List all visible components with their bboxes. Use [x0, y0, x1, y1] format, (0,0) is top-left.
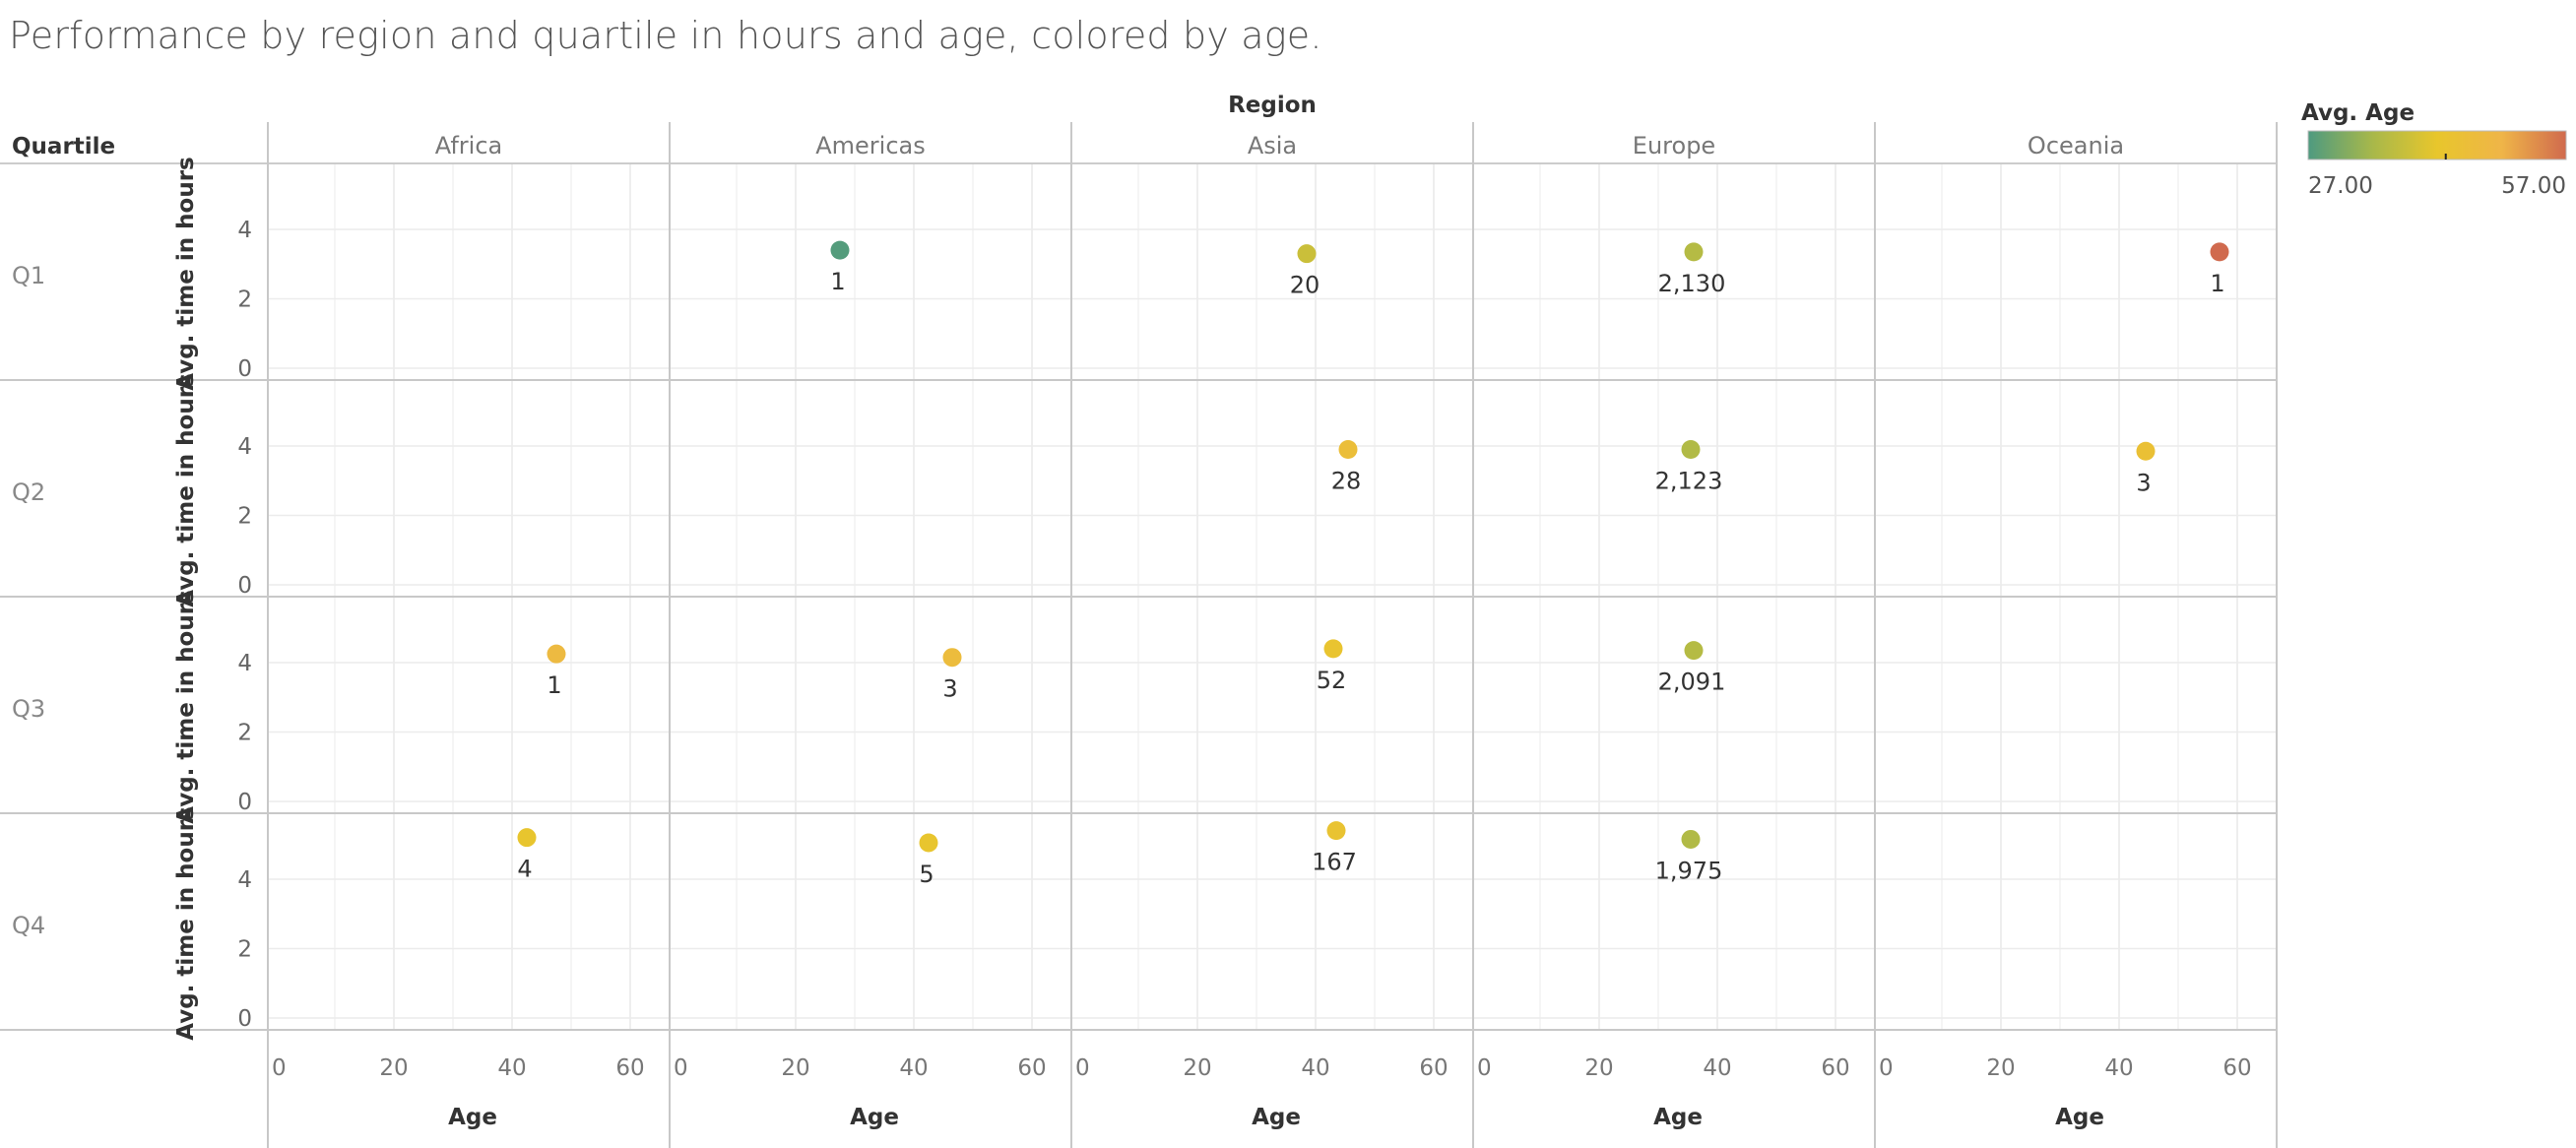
data-point-q1-americas — [830, 240, 850, 260]
y-tick-label: 4 — [237, 218, 252, 243]
data-point-q3-europe — [1684, 641, 1704, 661]
legend-min-label: 27.00 — [2308, 173, 2373, 199]
x-tick-label: 0 — [272, 1055, 287, 1081]
x-tick-label: 60 — [2222, 1055, 2251, 1081]
column-header-asia: Asia — [1248, 132, 1297, 159]
x-tick-label: 0 — [674, 1055, 688, 1081]
data-label-q2-europe: 2,123 — [1655, 468, 1723, 495]
data-point-q3-americas — [942, 648, 962, 668]
chart-title: Performance by region and quartile in ho… — [9, 14, 1322, 57]
data-point-q1-oceania — [2210, 242, 2229, 262]
data-label-q4-americas: 5 — [919, 861, 934, 888]
legend-max-label: 57.00 — [2501, 173, 2566, 199]
x-axis-title: Age — [2055, 1105, 2104, 1130]
data-point-q2-oceania — [2136, 441, 2156, 461]
x-tick-label: 20 — [1183, 1055, 1211, 1081]
x-tick-label: 20 — [379, 1055, 408, 1081]
data-label-q4-africa: 4 — [517, 856, 532, 883]
x-tick-label: 40 — [1703, 1055, 1731, 1081]
x-tick-label: 20 — [781, 1055, 809, 1081]
data-point-q4-asia — [1326, 821, 1346, 841]
data-point-q2-europe — [1681, 440, 1701, 460]
data-label-q3-africa: 1 — [547, 671, 561, 699]
column-header-title: Region — [1228, 93, 1317, 118]
data-point-q2-asia — [1338, 440, 1358, 460]
column-header-europe: Europe — [1633, 132, 1715, 159]
x-tick-label: 60 — [615, 1055, 644, 1081]
data-label-q1-asia: 20 — [1290, 272, 1320, 299]
row-label-q3: Q3 — [12, 695, 45, 723]
y-tick-label: 0 — [237, 356, 252, 382]
data-label-q1-americas: 1 — [830, 268, 845, 295]
column-header-oceania: Oceania — [2028, 132, 2124, 159]
column-header-africa: Africa — [435, 132, 502, 159]
y-tick-label: 2 — [237, 503, 252, 529]
data-label-q2-oceania: 3 — [2136, 469, 2151, 496]
y-tick-label: 0 — [237, 1006, 252, 1032]
y-tick-label: 2 — [237, 936, 252, 962]
x-tick-label: 0 — [1477, 1055, 1492, 1081]
row-label-q1: Q1 — [12, 262, 45, 289]
y-axis-title: Avg. time in hours — [173, 157, 199, 390]
data-point-q4-americas — [919, 833, 938, 853]
y-axis-title: Avg. time in hours — [173, 590, 199, 823]
data-label-q3-americas: 3 — [942, 675, 957, 703]
row-label-q4: Q4 — [12, 912, 45, 939]
y-tick-label: 0 — [237, 573, 252, 599]
data-point-q1-asia — [1297, 244, 1317, 264]
data-label-q1-europe: 2,130 — [1658, 270, 1726, 297]
data-point-q4-europe — [1681, 829, 1701, 849]
y-axis-title: Avg. time in hours — [173, 373, 199, 606]
legend-title: Avg. Age — [2301, 100, 2415, 126]
x-tick-label: 60 — [1419, 1055, 1448, 1081]
y-tick-label: 4 — [237, 434, 252, 460]
data-label-q4-asia: 167 — [1312, 849, 1357, 876]
y-tick-label: 4 — [237, 651, 252, 676]
data-point-q4-africa — [517, 828, 537, 848]
data-label-q3-europe: 2,091 — [1658, 669, 1726, 696]
x-tick-label: 60 — [1017, 1055, 1046, 1081]
data-point-q3-africa — [547, 644, 566, 664]
data-label-q4-europe: 1,975 — [1655, 857, 1723, 884]
y-tick-label: 2 — [237, 720, 252, 745]
x-axis-title: Age — [448, 1105, 497, 1130]
data-point-q3-asia — [1323, 639, 1343, 659]
y-tick-label: 2 — [237, 287, 252, 312]
data-label-q1-oceania: 1 — [2210, 270, 2224, 297]
x-tick-label: 20 — [1584, 1055, 1613, 1081]
x-tick-label: 40 — [899, 1055, 928, 1081]
data-point-q1-europe — [1684, 242, 1704, 262]
x-axis-title: Age — [1252, 1105, 1301, 1130]
x-axis-title: Age — [1653, 1105, 1703, 1130]
x-tick-label: 60 — [1821, 1055, 1849, 1081]
data-label-q2-asia: 28 — [1331, 468, 1362, 495]
row-label-q2: Q2 — [12, 478, 45, 506]
row-header-title: Quartile — [12, 134, 115, 159]
x-tick-label: 0 — [1075, 1055, 1090, 1081]
y-axis-title: Avg. time in hours — [173, 806, 199, 1040]
x-axis-title: Age — [850, 1105, 899, 1130]
x-tick-label: 40 — [1301, 1055, 1329, 1081]
x-tick-label: 0 — [1879, 1055, 1894, 1081]
x-tick-label: 40 — [2104, 1055, 2133, 1081]
legend-color-ramp — [2307, 130, 2567, 160]
x-tick-label: 40 — [497, 1055, 526, 1081]
y-tick-label: 0 — [237, 790, 252, 815]
column-header-americas: Americas — [815, 132, 926, 159]
data-label-q3-asia: 52 — [1317, 667, 1347, 694]
y-tick-label: 4 — [237, 867, 252, 893]
x-tick-label: 20 — [1986, 1055, 2015, 1081]
